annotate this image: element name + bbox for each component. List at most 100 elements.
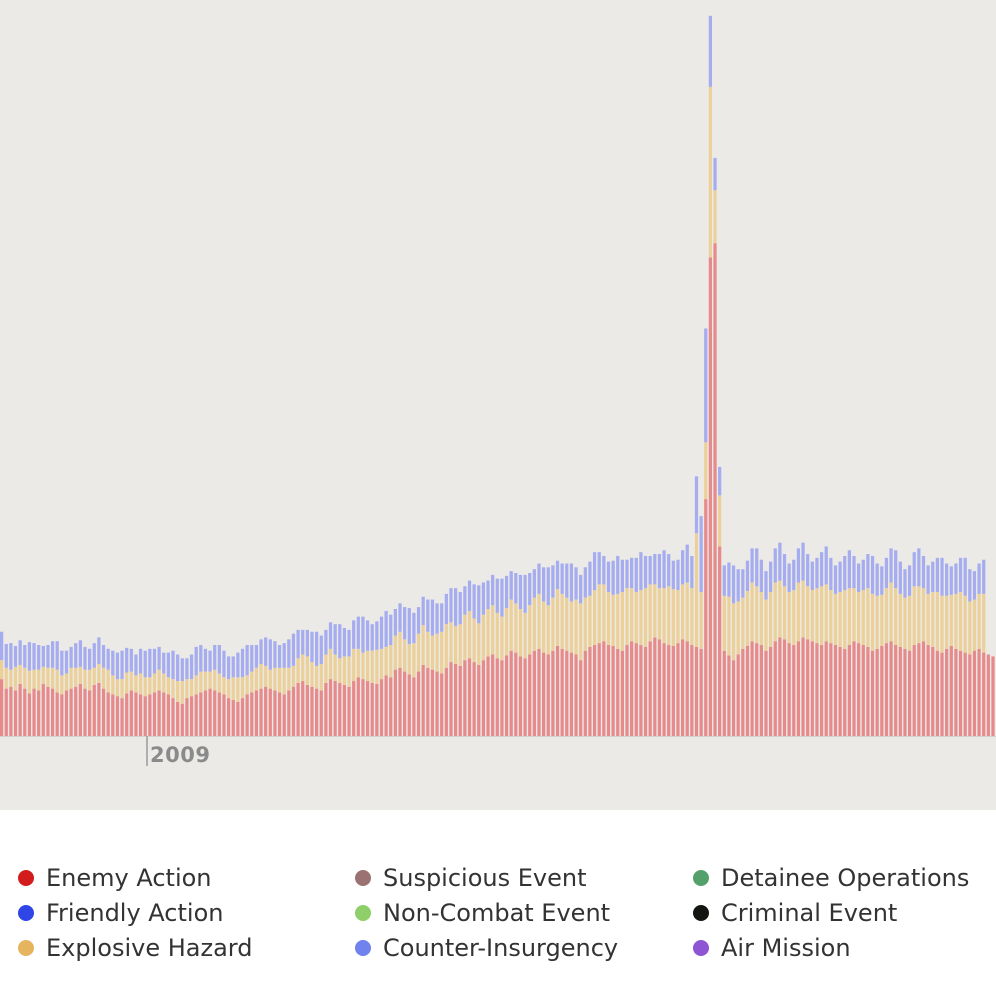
bar-explosive-hazard-124[interactable] xyxy=(574,599,578,655)
bar-enemy-action-119[interactable] xyxy=(551,650,555,736)
bar-enemy-action-189[interactable] xyxy=(875,648,879,736)
bar-enemy-action-30[interactable] xyxy=(138,694,143,736)
bar-enemy-action-29[interactable] xyxy=(134,692,138,736)
bar-enemy-action-123[interactable] xyxy=(569,652,574,736)
bar-explosive-hazard-129[interactable] xyxy=(597,584,601,644)
legend-item-explosive-hazard[interactable]: Explosive Hazard xyxy=(18,930,252,965)
bar-enemy-action-50[interactable] xyxy=(231,699,235,736)
bar-explosive-hazard-128[interactable] xyxy=(592,590,597,646)
bar-enemy-action-199[interactable] xyxy=(921,641,926,736)
bar-counter-insurgency-197[interactable] xyxy=(912,552,916,587)
bar-enemy-action-135[interactable] xyxy=(625,645,629,736)
bar-enemy-action-206[interactable] xyxy=(954,648,958,736)
bar-enemy-action-95[interactable] xyxy=(440,673,444,736)
bar-enemy-action-208[interactable] xyxy=(963,652,967,736)
bar-explosive-hazard-145[interactable] xyxy=(671,589,675,646)
bar-counter-insurgency-71[interactable] xyxy=(328,622,333,649)
bar-counter-insurgency-49[interactable] xyxy=(227,656,231,680)
bar-explosive-hazard-97[interactable] xyxy=(449,622,453,663)
bar-counter-insurgency-117[interactable] xyxy=(542,567,546,602)
bar-enemy-action-127[interactable] xyxy=(588,646,592,736)
bar-enemy-action-7[interactable] xyxy=(32,688,36,736)
legend-item-suspicious-event[interactable]: Suspicious Event xyxy=(355,860,618,895)
bar-enemy-action-94[interactable] xyxy=(435,671,439,736)
bar-explosive-hazard-22[interactable] xyxy=(101,667,106,689)
bar-counter-insurgency-88[interactable] xyxy=(407,608,411,645)
bar-explosive-hazard-46[interactable] xyxy=(213,669,217,691)
bar-explosive-hazard-96[interactable] xyxy=(444,624,448,668)
bar-explosive-hazard-205[interactable] xyxy=(949,594,953,646)
bar-explosive-hazard-98[interactable] xyxy=(453,626,458,664)
bar-counter-insurgency-8[interactable] xyxy=(37,645,41,670)
bar-counter-insurgency-180[interactable] xyxy=(833,565,838,594)
bar-counter-insurgency-40[interactable] xyxy=(185,658,189,680)
bar-explosive-hazard-88[interactable] xyxy=(407,644,411,675)
bar-enemy-action-75[interactable] xyxy=(347,686,351,736)
bar-explosive-hazard-20[interactable] xyxy=(92,667,96,685)
bar-counter-insurgency-196[interactable] xyxy=(907,565,912,596)
legend-item-non-combat-event[interactable]: Non-Combat Event xyxy=(355,895,618,930)
bar-explosive-hazard-89[interactable] xyxy=(412,643,416,678)
bar-explosive-hazard-140[interactable] xyxy=(648,584,652,642)
bar-enemy-action-80[interactable] xyxy=(370,682,374,736)
bar-counter-insurgency-144[interactable] xyxy=(667,554,671,587)
bar-enemy-action-193[interactable] xyxy=(894,645,898,736)
bar-enemy-action-107[interactable] xyxy=(495,658,499,736)
bar-enemy-action-158[interactable] xyxy=(731,660,736,736)
bar-enemy-action-156[interactable] xyxy=(722,650,726,736)
bar-explosive-hazard-160[interactable] xyxy=(741,597,745,649)
bar-explosive-hazard-139[interactable] xyxy=(643,588,648,647)
bar-enemy-action-117[interactable] xyxy=(542,652,546,736)
bar-enemy-action-110[interactable] xyxy=(509,650,513,736)
bar-explosive-hazard-185[interactable] xyxy=(857,591,861,644)
bar-enemy-action-174[interactable] xyxy=(806,639,810,736)
bar-explosive-hazard-126[interactable] xyxy=(583,597,587,651)
bar-explosive-hazard-5[interactable] xyxy=(23,667,27,689)
bar-explosive-hazard-74[interactable] xyxy=(342,656,347,685)
bar-enemy-action-175[interactable] xyxy=(810,641,814,736)
bar-counter-insurgency-116[interactable] xyxy=(537,563,541,594)
bar-enemy-action-187[interactable] xyxy=(866,646,870,736)
bar-explosive-hazard-85[interactable] xyxy=(393,635,397,670)
bar-enemy-action-45[interactable] xyxy=(208,688,212,736)
bar-counter-insurgency-132[interactable] xyxy=(611,560,615,595)
bar-counter-insurgency-137[interactable] xyxy=(634,557,638,592)
bar-explosive-hazard-134[interactable] xyxy=(620,591,624,651)
bar-counter-insurgency-168[interactable] xyxy=(778,542,782,581)
bar-counter-insurgency-60[interactable] xyxy=(277,645,282,668)
bar-counter-insurgency-143[interactable] xyxy=(662,550,666,589)
bar-enemy-action-115[interactable] xyxy=(532,650,536,736)
bar-explosive-hazard-165[interactable] xyxy=(764,599,768,651)
bar-enemy-action-170[interactable] xyxy=(787,643,791,736)
bar-explosive-hazard-146[interactable] xyxy=(676,590,680,644)
legend-item-detainee-operations[interactable]: Detainee Operations xyxy=(693,860,969,895)
bar-counter-insurgency-69[interactable] xyxy=(319,635,323,664)
bar-counter-insurgency-170[interactable] xyxy=(787,563,791,592)
bar-enemy-action-65[interactable] xyxy=(301,681,305,736)
bar-explosive-hazard-36[interactable] xyxy=(166,677,170,695)
bar-counter-insurgency-42[interactable] xyxy=(194,646,198,676)
bar-explosive-hazard-25[interactable] xyxy=(115,679,120,697)
bar-enemy-action-17[interactable] xyxy=(78,683,82,736)
bar-explosive-hazard-130[interactable] xyxy=(602,584,606,642)
bar-enemy-action-38[interactable] xyxy=(176,701,180,736)
bar-counter-insurgency-93[interactable] xyxy=(430,599,435,636)
bar-counter-insurgency-210[interactable] xyxy=(972,571,977,600)
bar-enemy-action-49[interactable] xyxy=(227,698,231,736)
bar-counter-insurgency-158[interactable] xyxy=(731,565,736,604)
bar-enemy-action-101[interactable] xyxy=(467,658,472,736)
bar-explosive-hazard-38[interactable] xyxy=(176,681,180,702)
bar-enemy-action-96[interactable] xyxy=(444,667,448,736)
bar-counter-insurgency-44[interactable] xyxy=(203,648,208,672)
legend-item-air-mission[interactable]: Air Mission xyxy=(693,930,969,965)
bar-enemy-action-55[interactable] xyxy=(254,690,259,736)
bar-explosive-hazard-168[interactable] xyxy=(778,580,782,638)
bar-enemy-action-44[interactable] xyxy=(203,690,208,736)
bar-counter-insurgency-28[interactable] xyxy=(129,648,133,672)
bar-enemy-action-31[interactable] xyxy=(143,696,147,736)
bar-enemy-action-183[interactable] xyxy=(847,645,851,736)
bar-counter-insurgency-190[interactable] xyxy=(880,566,884,595)
bar-counter-insurgency-31[interactable] xyxy=(143,650,147,678)
bar-enemy-action-92[interactable] xyxy=(426,667,430,736)
bar-explosive-hazard-73[interactable] xyxy=(338,658,342,683)
